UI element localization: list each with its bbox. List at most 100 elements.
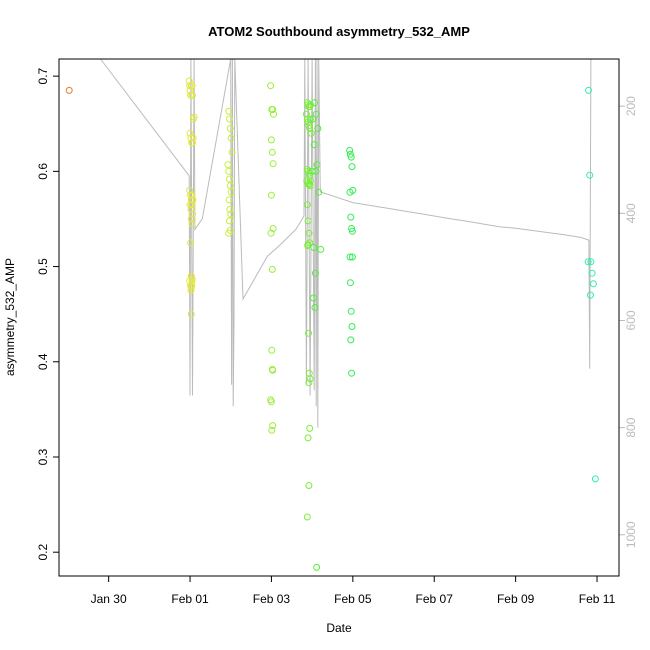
data-point [309,294,317,302]
chart-title: ATOM2 Southbound asymmetry_532_AMP [208,24,470,39]
data-point [302,110,310,118]
data-point [305,482,313,489]
data-point [304,217,312,225]
data-point [228,148,236,156]
data-point [267,191,275,199]
data-point [348,227,356,235]
x-tick-label: Jan 30 [91,592,127,606]
data-point [588,269,596,277]
data-point [187,284,195,291]
data-point [225,196,233,204]
data-point [348,369,356,377]
data-point [269,106,277,113]
data-point [308,167,316,175]
data-point [310,244,318,251]
data-point [315,188,323,196]
y-tick-label: 0.5 [36,258,50,275]
data-point [225,229,233,237]
x-tick-label: Feb 11 [579,592,616,606]
data-point [268,265,276,273]
data-point [269,160,277,168]
data-point [65,86,73,94]
data-point [267,229,275,237]
data-point [187,310,195,318]
data-point [188,201,196,209]
y-axis-label: asymmetry_532_AMP [3,258,17,376]
data-point [187,272,195,280]
data-point [226,205,234,213]
data-point [227,210,235,218]
y2-tick-label: 800 [624,417,638,437]
x-tick-label: Feb 03 [253,592,291,606]
data-point [224,161,232,169]
data-point [585,86,592,94]
data-point [226,175,233,183]
data-point [267,136,275,144]
y-tick-label: 0.7 [36,67,50,84]
data-point [226,115,233,123]
data-point [227,134,235,142]
data-point [346,279,354,287]
data-point [187,286,195,294]
data-point [348,253,356,261]
data-point [188,277,196,285]
data-point [268,148,276,156]
data-point [309,115,317,123]
data-points [65,77,599,571]
y2-tick-label: 200 [624,96,638,116]
data-point [225,167,233,175]
data-point [313,563,321,571]
data-point [347,307,355,315]
data-point [226,182,234,190]
data-point [312,110,320,118]
data-point [186,277,194,285]
x-axis-label: Date [326,621,352,635]
data-point [187,134,195,142]
data-point [311,269,319,277]
data-point [188,191,196,199]
data-point [268,346,276,354]
data-point [226,217,233,225]
data-point [226,125,234,132]
data-point [227,188,235,196]
y-tick-label: 0.6 [36,163,50,180]
data-point [270,110,277,118]
y-axis: 0.2 0.3 0.4 0.5 0.6 0.7 [36,67,59,561]
y2-tick-label: 400 [624,203,638,223]
data-point [306,182,314,190]
data-point [188,82,196,90]
data-point [305,329,312,337]
data-point [304,241,312,249]
data-point [189,210,196,218]
data-point [314,125,322,132]
data-point [268,426,276,434]
data-point [303,201,311,209]
x-tick-label: Feb 01 [171,592,209,606]
data-point [307,129,315,137]
data-point [189,91,196,99]
data-point [269,422,277,430]
data-point [188,220,196,228]
data-point [586,171,594,179]
data-point [310,141,318,149]
data-point [348,323,356,330]
data-point [312,167,320,175]
data-point [190,113,198,121]
data-point [346,150,354,158]
y-tick-label: 0.3 [36,448,50,465]
data-point [225,107,233,115]
data-point [347,336,355,344]
data-point [587,258,595,266]
data-point [304,434,312,442]
data-point [306,125,314,132]
data-point [306,375,314,383]
secondary-trace-lines [100,58,592,428]
x-tick-label: Feb 09 [497,592,535,606]
data-point [313,161,321,169]
x-tick-label: Feb 07 [416,592,454,606]
data-point [346,253,354,261]
data-point [589,280,597,288]
data-point [346,146,354,154]
y2-tick-label: 600 [624,310,638,330]
data-point [187,205,195,213]
